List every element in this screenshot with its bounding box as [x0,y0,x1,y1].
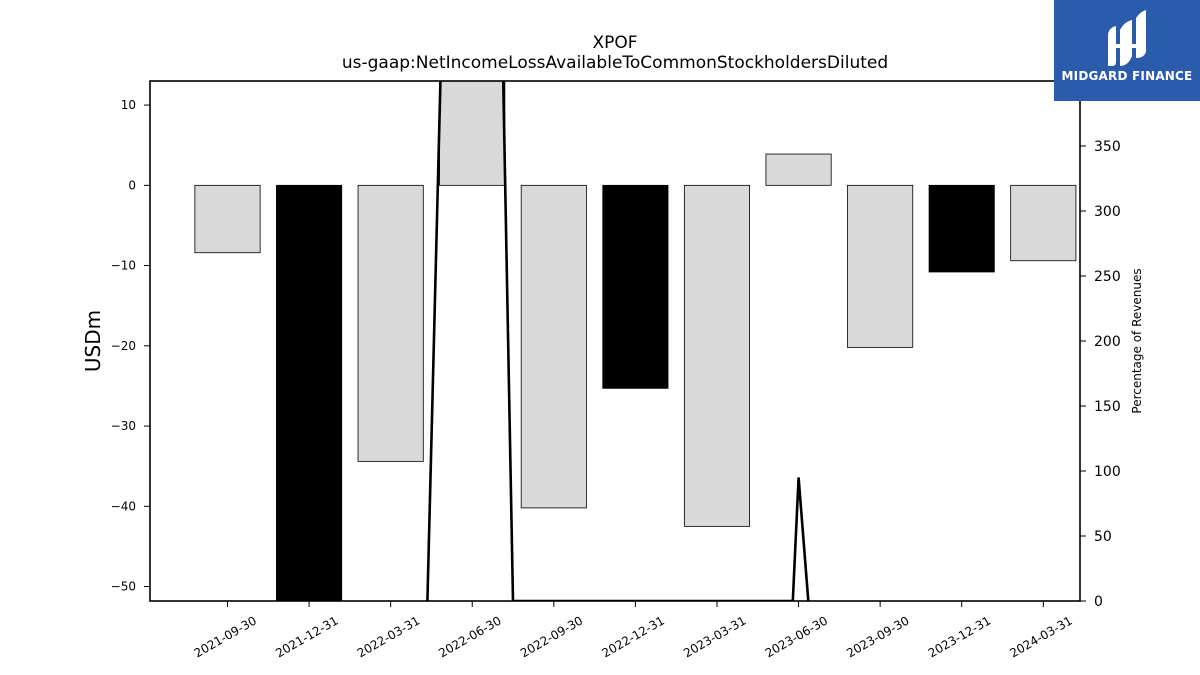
y-axis-label: USDm [81,310,105,372]
x-tick-label: 2021-12-31 [273,613,340,660]
logo-mark-icon [1108,10,1146,66]
y2-tick-label: 150 [1094,399,1121,415]
x-tick-label: 2022-09-30 [518,613,585,660]
y-tick-label: −20 [111,339,136,353]
revenue-percentage-line [426,81,810,601]
y2-tick-label: 50 [1094,529,1112,545]
bar-2022-09-30 [520,184,587,509]
bar-2022-06-30 [439,81,506,186]
y2-tick-label: 350 [1094,139,1121,155]
chart-title: XPOF [592,33,637,53]
chart-subtitle: us-gaap:NetIncomeLossAvailableToCommonSt… [342,53,888,73]
y2-tick-label: 200 [1094,334,1121,350]
x-tick-label: 2022-12-31 [599,613,666,660]
bar-2022-03-31 [357,184,424,462]
y-tick-label: 0 [128,178,136,192]
bar-2023-03-31 [683,184,751,527]
x-tick-label: 2022-03-31 [355,613,422,660]
x-tick-label: 2021-09-30 [192,613,259,660]
y-axis-right-label: Percentage of Revenues [1130,268,1144,413]
y2-tick-label: 250 [1094,269,1121,285]
y2-tick-label: 300 [1094,204,1121,220]
y-tick-label: 10 [121,98,136,112]
bar-2023-06-30 [765,153,832,186]
y-tick-label: −30 [111,419,136,433]
x-tick-label: 2024-03-31 [1007,613,1074,660]
bar-2021-12-31 [276,184,343,601]
bar-2023-09-30 [847,184,914,348]
x-tick-label: 2022-06-30 [436,613,503,660]
y-tick-label: −10 [111,259,136,273]
x-tick-label: 2023-03-31 [681,613,748,660]
x-tick-label: 2023-12-31 [926,613,993,660]
logo-text: MIDGARD FINANCE [1061,69,1193,83]
bar-2021-09-30 [194,184,261,254]
brand-logo: MIDGARD FINANCE [1054,0,1200,101]
y2-tick-label: 0 [1094,594,1103,610]
x-tick-label: 2023-06-30 [763,613,830,660]
bar-2024-03-31 [1010,184,1077,262]
x-tick-label: 2023-09-30 [844,613,911,660]
bar-2022-12-31 [602,184,669,389]
y2-tick-label: 100 [1094,464,1121,480]
y-tick-label: −50 [111,580,136,594]
y-tick-label: −40 [111,499,136,513]
bar-2023-12-31 [928,184,995,273]
